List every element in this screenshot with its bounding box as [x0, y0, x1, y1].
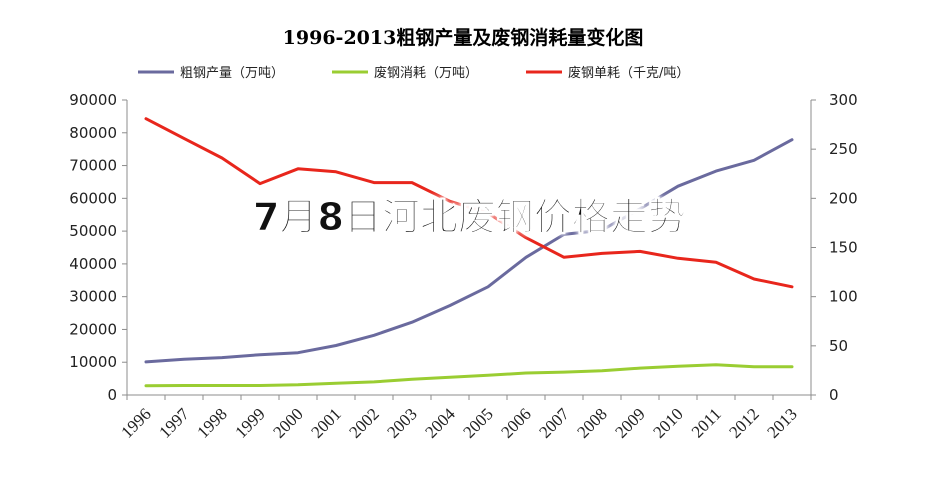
y-left-tick-label: 80000 — [69, 124, 117, 142]
y-left-tick-label: 50000 — [69, 222, 117, 240]
x-tick-label: 2012 — [725, 404, 762, 441]
x-tick-label: 2002 — [345, 404, 382, 441]
x-tick-label: 2007 — [535, 404, 573, 442]
y-right-tick-label: 250 — [829, 140, 858, 158]
y-left-tick-label: 0 — [107, 386, 117, 404]
chart-title: 1996-2013粗钢产量及废钢消耗量变化图 — [283, 26, 644, 49]
x-tick-label: 2003 — [383, 404, 420, 441]
y-right-tick-label: 0 — [829, 386, 839, 404]
x-tick-label: 2000 — [269, 404, 306, 441]
series-line-3 — [144, 117, 794, 289]
x-tick-label: 1998 — [193, 404, 230, 441]
y-right-tick-label: 150 — [829, 239, 858, 257]
y-left-tick-label: 40000 — [69, 255, 117, 273]
overlay-caption: 7月8日河北废钢价格走势 — [253, 195, 687, 240]
y-left-tick-label: 90000 — [69, 91, 117, 109]
x-tick-label: 2004 — [421, 404, 459, 442]
y-right-tick-label: 300 — [829, 91, 858, 109]
x-tick-label: 2009 — [611, 404, 648, 441]
series-line-2 — [144, 363, 794, 388]
y-left-tick-label: 70000 — [69, 157, 117, 175]
x-tick-label: 1997 — [155, 404, 193, 442]
x-tick-label: 2008 — [573, 404, 610, 441]
legend: 粗钢产量（万吨） 废钢消耗（万吨） 废钢单耗（千克/吨） — [138, 65, 689, 81]
x-tick-label: 2006 — [497, 404, 534, 441]
legend-label-1: 粗钢产量（万吨） — [180, 66, 284, 81]
series-layer — [144, 117, 794, 388]
x-tick-label: 2001 — [307, 404, 344, 441]
x-tick-label: 2013 — [763, 404, 800, 441]
y-left-tick-label: 60000 — [69, 189, 117, 207]
x-tick-label: 1996 — [117, 404, 154, 441]
y-left-tick-label: 10000 — [69, 353, 117, 371]
legend-label-2: 废钢消耗（万吨） — [374, 65, 478, 81]
x-tick-label: 2010 — [649, 404, 686, 441]
legend-label-3: 废钢单耗（千克/吨） — [568, 65, 689, 81]
series-line-1 — [144, 138, 794, 364]
axes: 0100002000030000400005000060000700008000… — [69, 91, 857, 442]
y-left-tick-label: 30000 — [69, 288, 117, 306]
y-right-tick-label: 100 — [829, 288, 858, 306]
y-right-tick-label: 50 — [829, 337, 848, 355]
y-right-tick-label: 200 — [829, 189, 858, 207]
x-tick-label: 2011 — [688, 404, 725, 441]
y-left-tick-label: 20000 — [69, 320, 117, 338]
x-tick-label: 2005 — [459, 404, 496, 441]
x-tick-label: 1999 — [231, 404, 268, 441]
